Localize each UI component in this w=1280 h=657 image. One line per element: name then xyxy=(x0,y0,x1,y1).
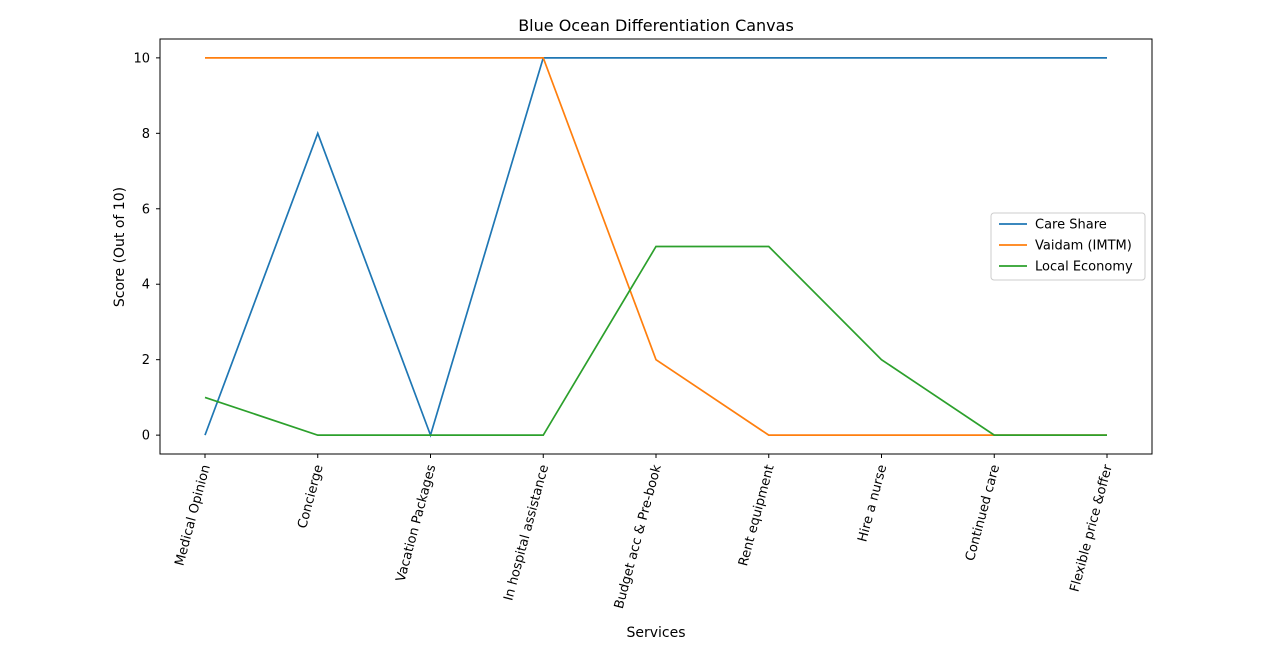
legend-box xyxy=(990,212,1146,281)
y-tick-label-5: 10 xyxy=(133,51,150,66)
x-tick-label-4: Budget acc & Pre-book xyxy=(612,463,665,611)
x-tick-label-1: Concierge xyxy=(295,463,326,530)
x-tick-label-5: Rent equipment xyxy=(736,463,777,568)
x-tick-label-3: In hospital assistance xyxy=(501,463,552,602)
x-tick-label-2: Vacation Packages xyxy=(394,463,440,584)
legend-label-0: Care Share xyxy=(1035,218,1107,233)
y-tick-label-0: 0 xyxy=(142,429,150,444)
y-tick-label-4: 8 xyxy=(142,127,150,142)
x-tick-label-7: Continued care xyxy=(963,463,1003,563)
chart-title: Blue Ocean Differentiation Canvas xyxy=(518,16,794,35)
y-tick-label-2: 4 xyxy=(142,278,150,293)
x-tick-label-0: Medical Opinion xyxy=(172,463,213,567)
y-tick-label-3: 6 xyxy=(142,202,150,217)
x-tick-label-8: Flexible price &offer xyxy=(1067,463,1116,594)
y-tick-label-1: 2 xyxy=(142,353,150,368)
plot-area: 0 2 4 6 8 10 Medical Opinion Concierge Vacation … xyxy=(133,38,1153,611)
series-line-0 xyxy=(204,57,1107,438)
y-axis-label: Score (Out of 10) xyxy=(112,187,128,307)
x-axis-label: Services xyxy=(626,625,685,641)
x-tick-label-6: Hire a nurse xyxy=(855,463,890,543)
legend: Care Share Vaidam (IMTM) Local Economy xyxy=(990,212,1146,281)
legend-label-2: Local Economy xyxy=(1035,260,1133,275)
series-line-1 xyxy=(205,57,1107,436)
series-line-2 xyxy=(204,245,1107,436)
legend-label-1: Vaidam (IMTM) xyxy=(1035,239,1132,254)
